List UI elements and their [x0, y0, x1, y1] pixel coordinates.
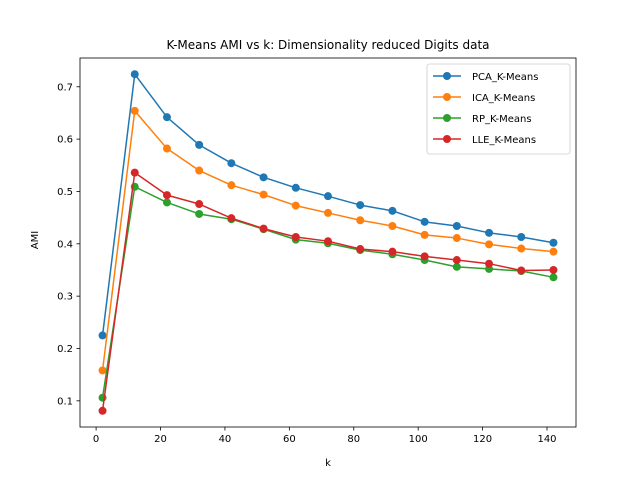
data-point-ica-k-means	[291, 201, 300, 210]
data-point-pca-k-means	[324, 192, 332, 201]
data-point-pca-k-means	[517, 233, 526, 242]
data-point-ica-k-means	[388, 222, 397, 231]
legend-marker-lle-k-means	[443, 135, 451, 143]
y-tick-label: 0.3	[57, 292, 73, 303]
data-point-ica-k-means	[549, 247, 558, 256]
data-point-pca-k-means	[162, 113, 171, 122]
data-point-rp-k-means	[162, 198, 171, 207]
x-tick-label: 60	[283, 434, 296, 445]
data-point-ica-k-means	[259, 190, 268, 199]
data-point-ica-k-means	[452, 234, 461, 243]
x-tick-label: 20	[154, 434, 167, 445]
data-point-pca-k-means	[291, 183, 300, 192]
data-point-pca-k-means	[227, 159, 236, 168]
data-point-pca-k-means	[259, 173, 268, 182]
plot-area: 0 20 40 60 80 100 120 140 0.1 0.2 0.3 0.4 0.5 0.6 0.7	[57, 57, 577, 445]
y-tick-label: 0.2	[57, 344, 73, 355]
y-tick-label: 0.6	[57, 135, 73, 146]
y-axis-label: AMI	[30, 231, 41, 249]
data-point-lle-k-means	[195, 200, 204, 209]
data-point-pca-k-means	[356, 201, 365, 210]
legend-marker-ica-k-means	[443, 93, 451, 101]
data-point-lle-k-means	[388, 247, 397, 256]
data-point-pca-k-means	[452, 222, 461, 231]
y-tick-label: 0.1	[57, 396, 73, 407]
data-point-lle-k-means	[162, 191, 171, 200]
legend-label-ica-k-means: ICA_K-Means	[472, 93, 535, 104]
data-point-rp-k-means	[195, 209, 204, 218]
x-tick-label: 0	[93, 434, 99, 445]
data-point-ica-k-means	[420, 230, 429, 239]
x-tick-label: 140	[537, 434, 556, 445]
data-point-lle-k-means	[452, 256, 461, 265]
y-tick-label: 0.4	[57, 239, 73, 250]
legend-label-lle-k-means: LLE_K-Means	[472, 135, 536, 146]
data-point-ica-k-means	[485, 240, 494, 249]
data-point-lle-k-means	[549, 265, 558, 274]
data-point-ica-k-means	[356, 216, 365, 225]
data-point-lle-k-means	[517, 266, 526, 275]
data-point-lle-k-means	[324, 237, 332, 246]
legend-label-rp-k-means: RP_K-Means	[472, 114, 532, 125]
x-axis-label: k	[325, 458, 331, 469]
data-point-ica-k-means	[130, 106, 139, 115]
data-point-ica-k-means	[98, 366, 107, 375]
data-point-pca-k-means	[420, 217, 429, 226]
data-point-pca-k-means	[388, 206, 397, 215]
data-point-ica-k-means	[324, 208, 332, 217]
data-point-rp-k-means	[549, 273, 558, 282]
legend-marker-rp-k-means	[443, 114, 451, 122]
data-point-pca-k-means	[195, 140, 204, 149]
x-tick-label: 40	[219, 434, 232, 445]
data-point-lle-k-means	[130, 168, 139, 177]
y-tick-label: 0.7	[57, 82, 73, 93]
data-point-ica-k-means	[517, 244, 526, 253]
data-point-pca-k-means	[485, 228, 494, 237]
legend-label-pca-k-means: PCA_K-Means	[472, 72, 538, 83]
data-point-pca-k-means	[130, 70, 139, 79]
data-point-lle-k-means	[259, 224, 268, 233]
data-point-pca-k-means	[549, 238, 558, 247]
data-point-lle-k-means	[420, 252, 429, 261]
x-tick-label: 80	[347, 434, 360, 445]
data-point-lle-k-means	[98, 406, 107, 415]
legend-box	[426, 63, 571, 155]
data-point-lle-k-means	[356, 245, 365, 254]
data-point-lle-k-means	[485, 259, 494, 268]
x-tick-label: 100	[409, 434, 428, 445]
x-tick-label: 120	[473, 434, 492, 445]
chart-title: K-Means AMI vs k: Dimensionality reduced…	[166, 38, 489, 52]
data-point-ica-k-means	[227, 181, 236, 190]
data-point-ica-k-means	[195, 166, 204, 175]
y-tick-label: 0.5	[57, 187, 73, 198]
data-point-ica-k-means	[162, 144, 171, 153]
legend-marker-pca-k-means	[443, 72, 451, 80]
axes-frame	[79, 57, 577, 428]
data-point-pca-k-means	[98, 331, 107, 340]
legend: PCA_K-Means ICA_K-Means RP_K-Means LLE_K-Me…	[426, 63, 571, 155]
data-point-lle-k-means	[291, 233, 300, 242]
data-point-rp-k-means	[452, 262, 461, 271]
data-point-lle-k-means	[227, 214, 236, 223]
